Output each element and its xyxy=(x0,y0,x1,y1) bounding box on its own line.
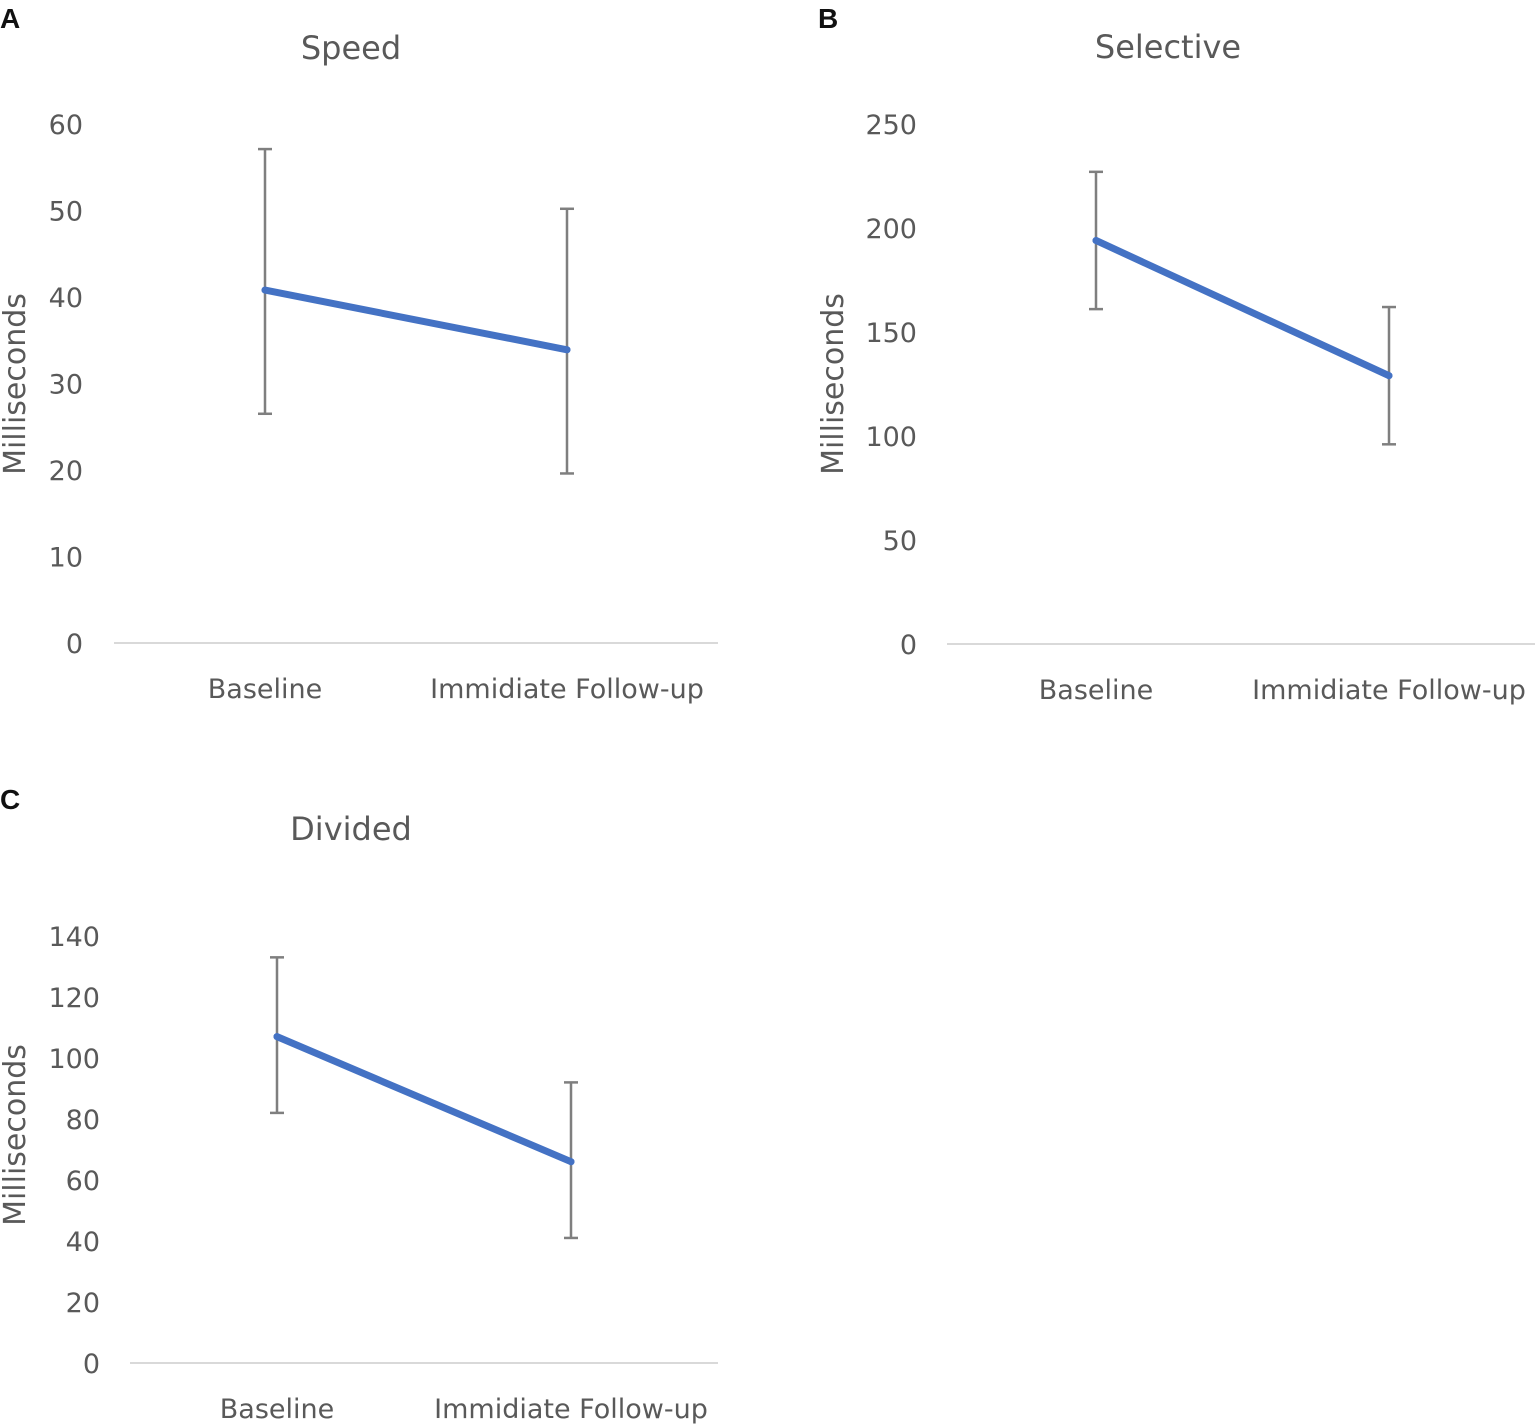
y-tick-label: 40 xyxy=(49,283,83,314)
y-tick-label: 150 xyxy=(865,318,917,349)
panel-letter: A xyxy=(0,3,20,34)
panel-b: B Selective Milliseconds 0 50 100 150 200 250… xyxy=(816,3,1535,706)
panel-letter: B xyxy=(818,3,838,34)
series-line xyxy=(1092,236,1393,380)
y-tick-label: 100 xyxy=(865,422,917,453)
y-tick-label: 10 xyxy=(49,543,83,574)
y-axis-title: Milliseconds xyxy=(0,1044,33,1226)
error-bar xyxy=(560,207,574,475)
y-tick-label: 40 xyxy=(66,1227,100,1258)
x-tick-label: Immidiate Follow-up xyxy=(430,674,704,705)
chart-title: Divided xyxy=(290,810,412,848)
y-tick-label: 0 xyxy=(900,630,917,661)
data-point xyxy=(563,346,571,354)
series-line xyxy=(273,1033,575,1166)
y-tick-label: 50 xyxy=(883,526,917,557)
y-tick-label: 250 xyxy=(865,110,917,141)
x-tick-label: Immidiate Follow-up xyxy=(434,1394,708,1425)
x-tick-label: Immidiate Follow-up xyxy=(1252,675,1526,706)
y-tick-label: 60 xyxy=(66,1166,100,1197)
y-tick-label: 200 xyxy=(865,214,917,245)
error-bar xyxy=(258,147,272,416)
chart-title: Speed xyxy=(301,29,401,67)
y-tick-label: 20 xyxy=(49,456,83,487)
y-tick-label: 0 xyxy=(66,629,83,660)
y-tick-label: 60 xyxy=(49,110,83,141)
x-tick-label: Baseline xyxy=(208,674,322,705)
y-tick-label: 0 xyxy=(83,1349,100,1380)
y-axis-title: Milliseconds xyxy=(0,293,33,475)
y-tick-label: 50 xyxy=(49,197,83,228)
y-axis-title: Milliseconds xyxy=(816,293,851,475)
data-point xyxy=(1092,236,1100,244)
data-point xyxy=(273,1033,281,1041)
y-tick-label: 140 xyxy=(48,922,100,953)
y-tick-label: 120 xyxy=(48,983,100,1014)
y-tick-label: 80 xyxy=(66,1105,100,1136)
data-point xyxy=(261,286,269,294)
chart-title: Selective xyxy=(1095,28,1241,66)
series-line xyxy=(261,286,571,354)
panel-a: A Speed Milliseconds 0 10 20 30 40 50 60 Baseli… xyxy=(0,3,718,705)
y-tick-label: 20 xyxy=(66,1288,100,1319)
y-tick-label: 100 xyxy=(48,1044,100,1075)
data-point xyxy=(1385,372,1393,380)
y-tick-label: 30 xyxy=(49,370,83,401)
panel-letter: C xyxy=(0,784,20,815)
x-tick-label: Baseline xyxy=(1039,675,1153,706)
x-tick-label: Baseline xyxy=(220,1394,334,1425)
panel-c: C Divided Milliseconds 0 20 40 60 80 100 120 14… xyxy=(0,784,718,1425)
data-point xyxy=(567,1158,575,1166)
